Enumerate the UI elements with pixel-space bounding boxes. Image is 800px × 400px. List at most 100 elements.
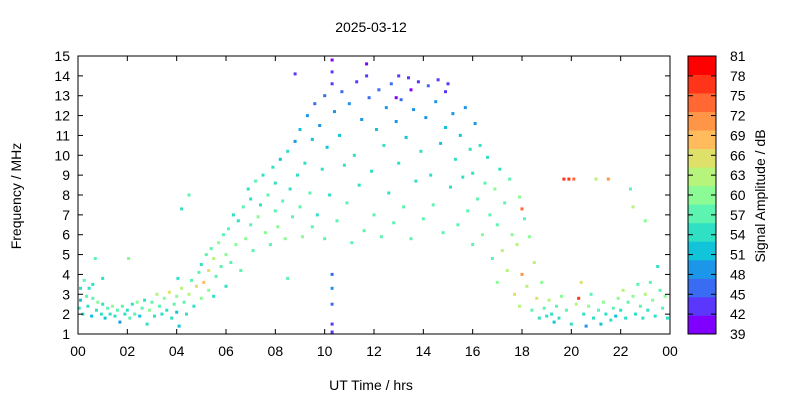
colorbar xyxy=(688,56,716,335)
data-point xyxy=(342,163,346,167)
data-point xyxy=(212,257,216,260)
data-point xyxy=(572,177,576,181)
data-point xyxy=(330,286,334,290)
data-point xyxy=(93,257,97,260)
data-point xyxy=(77,306,81,310)
data-point xyxy=(155,292,159,296)
data-point xyxy=(199,296,203,300)
data-point xyxy=(638,304,642,308)
data-point xyxy=(305,114,309,118)
data-point xyxy=(264,231,267,235)
colorbar-segment xyxy=(688,74,716,94)
data-point xyxy=(340,90,344,94)
data-point xyxy=(481,233,484,237)
y-tick-label: 11 xyxy=(55,127,70,143)
x-axis-ticks: 00 02 04 06 08 10 12 14 16 18 20 22 00 xyxy=(70,56,678,359)
data-point xyxy=(357,183,361,187)
data-point xyxy=(658,288,662,292)
data-point xyxy=(236,219,240,223)
data-point xyxy=(172,302,176,306)
colorbar-segment xyxy=(688,93,716,112)
data-point xyxy=(303,161,307,165)
y-tick-label: 7 xyxy=(62,207,70,223)
x-tick-label: 22 xyxy=(613,343,629,359)
data-point xyxy=(187,292,191,296)
data-point xyxy=(310,137,314,141)
data-point xyxy=(606,177,610,181)
data-point xyxy=(508,177,512,181)
data-point xyxy=(313,102,317,106)
data-point xyxy=(96,300,100,304)
x-tick-label: 14 xyxy=(416,343,432,359)
x-tick-label: 02 xyxy=(120,343,136,359)
data-point xyxy=(616,296,620,300)
data-point xyxy=(379,235,383,239)
data-point xyxy=(95,308,98,312)
data-point xyxy=(493,187,497,191)
data-point xyxy=(330,82,334,86)
data-point xyxy=(167,290,171,294)
data-point xyxy=(266,193,270,197)
data-point xyxy=(412,108,415,112)
data-point xyxy=(441,231,445,235)
data-point xyxy=(145,322,149,326)
data-point xyxy=(486,155,489,159)
data-point xyxy=(176,276,180,280)
colorbar-label: Signal Amplitude / dB xyxy=(752,129,768,262)
colorbar-tick-label: 69 xyxy=(730,127,746,143)
data-point xyxy=(397,74,401,78)
data-point xyxy=(532,261,536,264)
data-point xyxy=(190,278,193,282)
data-point xyxy=(241,205,245,209)
data-point xyxy=(249,223,253,227)
data-point xyxy=(449,185,452,189)
data-point xyxy=(574,302,578,306)
data-point xyxy=(227,227,230,231)
data-point xyxy=(471,243,475,247)
data-point xyxy=(589,292,593,296)
data-point xyxy=(416,80,420,84)
data-point xyxy=(656,265,660,268)
data-point xyxy=(130,302,134,306)
data-point xyxy=(99,312,103,316)
data-point xyxy=(377,88,381,92)
data-point xyxy=(315,213,319,217)
data-point xyxy=(268,243,272,247)
colorbar-tick-label: 48 xyxy=(730,266,746,282)
data-point xyxy=(387,191,391,195)
data-point xyxy=(185,312,188,316)
x-tick-label: 20 xyxy=(564,343,580,359)
data-point xyxy=(325,145,329,149)
data-point xyxy=(256,215,260,219)
data-point xyxy=(609,318,613,322)
data-point xyxy=(143,298,147,302)
data-point xyxy=(148,308,151,312)
data-point xyxy=(244,237,248,241)
data-point xyxy=(375,128,378,131)
data-point xyxy=(394,96,398,100)
data-point xyxy=(318,124,322,127)
data-point xyxy=(86,304,90,308)
data-point xyxy=(335,219,339,223)
data-point xyxy=(476,197,480,201)
data-point xyxy=(592,316,595,320)
data-point xyxy=(651,298,655,302)
data-point xyxy=(234,243,238,247)
data-point xyxy=(153,314,156,318)
data-point xyxy=(320,167,324,171)
data-point xyxy=(278,157,282,161)
y-tick-label: 2 xyxy=(62,306,70,322)
data-point xyxy=(636,282,640,286)
data-point xyxy=(439,141,443,145)
data-point xyxy=(367,96,371,100)
data-point xyxy=(527,235,531,239)
data-point xyxy=(540,280,544,284)
x-tick-label: 04 xyxy=(169,343,185,359)
data-point xyxy=(409,88,413,92)
data-point xyxy=(582,312,586,316)
data-point xyxy=(587,304,591,308)
y-tick-label: 12 xyxy=(54,108,70,124)
data-point xyxy=(360,118,364,121)
data-point xyxy=(547,298,551,302)
data-point xyxy=(293,72,297,76)
